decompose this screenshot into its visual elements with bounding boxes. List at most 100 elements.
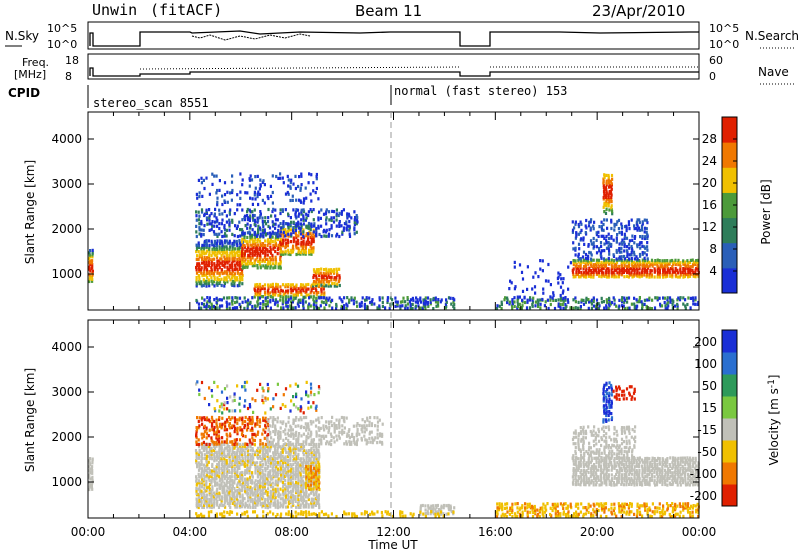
echo-cell [635, 222, 638, 226]
echo-cell [656, 260, 659, 264]
echo-cell [294, 487, 297, 491]
echo-cell [608, 185, 611, 189]
echo-cell [279, 234, 282, 238]
echo-cell [259, 446, 262, 450]
echo-cell [626, 300, 629, 304]
echo-cell [279, 501, 282, 505]
echo-cell [203, 255, 206, 260]
echo-cell [266, 503, 269, 508]
echo-cell [304, 186, 307, 190]
echo-cell [600, 234, 603, 238]
echo-cell [564, 296, 567, 300]
echo-cell [268, 473, 272, 477]
echo-cell [587, 269, 590, 273]
echo-cell [317, 226, 320, 230]
echo-cell [266, 481, 269, 485]
echo-cell [315, 477, 318, 481]
echo-cell [195, 501, 198, 506]
echo-cell [600, 224, 603, 229]
echo-cell [658, 273, 661, 277]
echo-cell [437, 298, 440, 302]
echo-cell [608, 252, 611, 256]
echo-cell [630, 271, 633, 275]
echo-cell [262, 428, 265, 432]
echo-cell [322, 287, 325, 291]
echo-cell [335, 278, 338, 282]
echo-cell [211, 485, 214, 489]
echo-cell [297, 250, 300, 254]
echo-cell [595, 251, 599, 255]
echo-cell [241, 501, 244, 505]
echo-cell [602, 177, 605, 181]
echo-cell [291, 250, 294, 254]
echo-cell [308, 302, 311, 306]
echo-cell [207, 261, 210, 265]
echo-cell [284, 491, 287, 495]
echo-cell [228, 254, 231, 258]
echo-cell [274, 469, 277, 473]
echo-cell [256, 417, 259, 421]
echo-cell [286, 285, 289, 289]
echo-cell [285, 463, 288, 467]
echo-cell [378, 306, 381, 310]
echo-cell [289, 463, 292, 467]
echo-cell [256, 487, 259, 491]
echo-cell [292, 240, 295, 244]
echo-cell [238, 263, 241, 267]
echo-cell [213, 253, 216, 257]
echo-cell [88, 253, 91, 257]
echo-cell [251, 397, 254, 401]
echo-cell [254, 434, 257, 438]
echo-cell [378, 434, 382, 438]
echo-cell [687, 261, 690, 265]
echo-cell [257, 259, 260, 263]
echo-cell [302, 432, 305, 436]
echo-cell [226, 241, 229, 245]
echo-cell [318, 420, 321, 424]
echo-cell [577, 306, 580, 310]
echo-cell [250, 178, 254, 182]
echo-cell [195, 250, 198, 254]
echo-cell [210, 222, 213, 226]
echo-cell [231, 493, 234, 497]
echo-cell [312, 181, 315, 185]
echo-cell [225, 245, 228, 249]
echo-cell [333, 424, 336, 428]
echo-cell [88, 481, 91, 485]
echo-cell [272, 418, 275, 422]
echo-cell [274, 428, 277, 432]
echo-cell [226, 190, 229, 194]
echo-cell [597, 302, 600, 306]
echo-cell [510, 281, 513, 285]
echo-cell [246, 455, 249, 459]
echo-cell [274, 241, 277, 246]
echo-cell [282, 493, 285, 497]
echo-cell [528, 298, 531, 302]
echo-cell [261, 485, 264, 489]
echo-cell [197, 243, 200, 248]
echo-cell [292, 445, 295, 449]
echo-cell [257, 224, 260, 228]
echo-cell [277, 506, 280, 510]
echo-cell [682, 275, 685, 279]
echo-cell [287, 300, 290, 304]
echo-cell [645, 304, 648, 309]
echo-cell [305, 485, 308, 490]
echo-cell [641, 258, 644, 262]
echo-cell [259, 266, 262, 270]
echo-cell [274, 449, 277, 453]
echo-cell [284, 228, 287, 232]
echo-cell [294, 212, 297, 216]
echo-cell [251, 428, 254, 432]
echo-cell [266, 291, 269, 295]
echo-cell [298, 432, 301, 436]
echo-cell [653, 306, 657, 310]
echo-cell [221, 260, 224, 264]
echo-cell [205, 457, 208, 461]
echo-cell [641, 244, 644, 248]
echo-cell [643, 236, 647, 241]
echo-cell [432, 307, 435, 311]
echo-cell [600, 256, 603, 260]
echo-cell [302, 416, 305, 420]
echo-cell [219, 304, 222, 308]
